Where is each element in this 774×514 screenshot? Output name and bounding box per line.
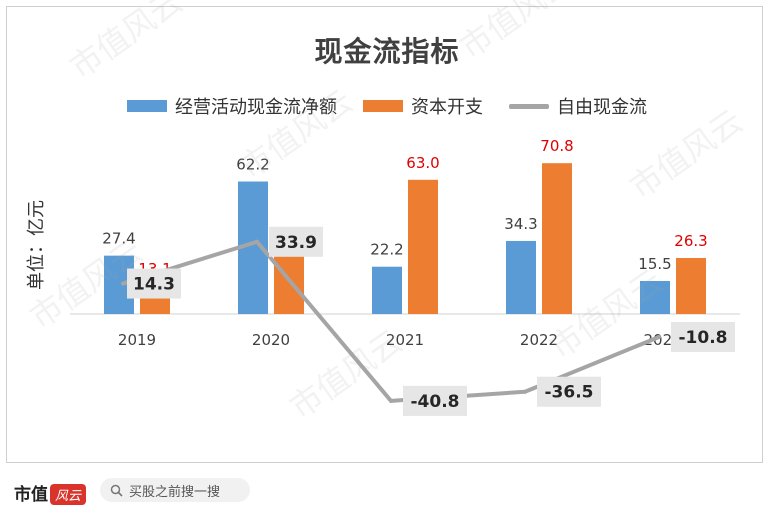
watermark-text: 市值风云 [63, 0, 190, 87]
bar-capex [274, 253, 304, 314]
watermark-text: 市值风云 [623, 102, 750, 207]
data-label-capex: 26.3 [674, 232, 707, 250]
data-label-operating-cash-flow: 34.3 [504, 215, 537, 233]
bar-capex [676, 257, 706, 314]
free-cash-flow-point [121, 281, 125, 286]
free-cash-flow-label-box [537, 376, 601, 407]
data-label-free-cash-flow: -10.8 [679, 328, 728, 348]
legend-item-operating-cash-flow: 经营活动现金流净额 [127, 93, 337, 119]
legend-item-capex: 资本开支 [363, 93, 483, 119]
data-label-free-cash-flow: 33.9 [275, 233, 317, 253]
legend-label: 资本开支 [411, 97, 483, 118]
x-tick-label: 2019 [118, 331, 156, 349]
brand-name: 市值 [14, 485, 48, 505]
brand-badge: 风云 [50, 484, 87, 505]
data-label-operating-cash-flow: 62.2 [236, 156, 269, 174]
data-label-operating-cash-flow: 27.4 [102, 230, 135, 248]
bar-operating-cash-flow [640, 280, 670, 314]
watermark-text: 市值风云 [453, 0, 580, 67]
bar-operating-cash-flow [372, 266, 402, 314]
watermark-text: 市值风云 [283, 322, 410, 427]
chart-title: 现金流指标 [314, 35, 460, 68]
footer-bar: 市值 风云 买股之前搜一搜 [0, 468, 774, 514]
data-label-operating-cash-flow: 22.2 [370, 241, 403, 259]
data-label-free-cash-flow: -40.8 [411, 392, 460, 412]
chart-legend: 经营活动现金流净额 资本开支 自由现金流 [0, 94, 774, 118]
legend-label: 经营活动现金流净额 [175, 97, 337, 118]
data-label-capex: 70.8 [540, 137, 573, 155]
free-cash-flow-point [389, 398, 393, 403]
data-label-free-cash-flow: -36.5 [545, 383, 594, 403]
data-label-free-cash-flow: 14.3 [133, 275, 175, 295]
free-cash-flow-label-box [403, 385, 467, 416]
search-icon [110, 484, 123, 497]
free-cash-flow-label-box [127, 268, 181, 299]
free-cash-flow-label-box [671, 322, 735, 353]
search-box[interactable]: 买股之前搜一搜 [100, 478, 250, 502]
free-cash-flow-label-box [269, 226, 323, 257]
chart-frame [6, 6, 763, 463]
bar-capex [408, 179, 438, 314]
x-tick-label: 2021 [386, 331, 424, 349]
bar-operating-cash-flow [506, 240, 536, 314]
x-tick-label: 2020 [252, 331, 290, 349]
legend-item-free-cash-flow: 自由现金流 [509, 93, 647, 119]
legend-swatch-orange [363, 100, 403, 112]
free-cash-flow-point [523, 389, 527, 394]
data-label-operating-cash-flow: 15.5 [638, 255, 671, 273]
bar-capex [542, 163, 572, 314]
x-tick-label: 2022 [520, 331, 558, 349]
legend-label: 自由现金流 [557, 97, 647, 118]
legend-swatch-gray-line [509, 103, 549, 109]
legend-swatch-blue [127, 100, 167, 112]
free-cash-flow-point [255, 239, 259, 244]
brand-logo: 市值 风云 [14, 480, 87, 505]
search-placeholder: 买股之前搜一搜 [129, 484, 221, 500]
data-label-capex: 63.0 [406, 154, 439, 172]
free-cash-flow-point [657, 335, 661, 340]
watermark-text: 市值风云 [233, 82, 360, 187]
chart-plot-area: 27.413.1201962.228.3202022.263.0202134.3… [23, 0, 750, 427]
